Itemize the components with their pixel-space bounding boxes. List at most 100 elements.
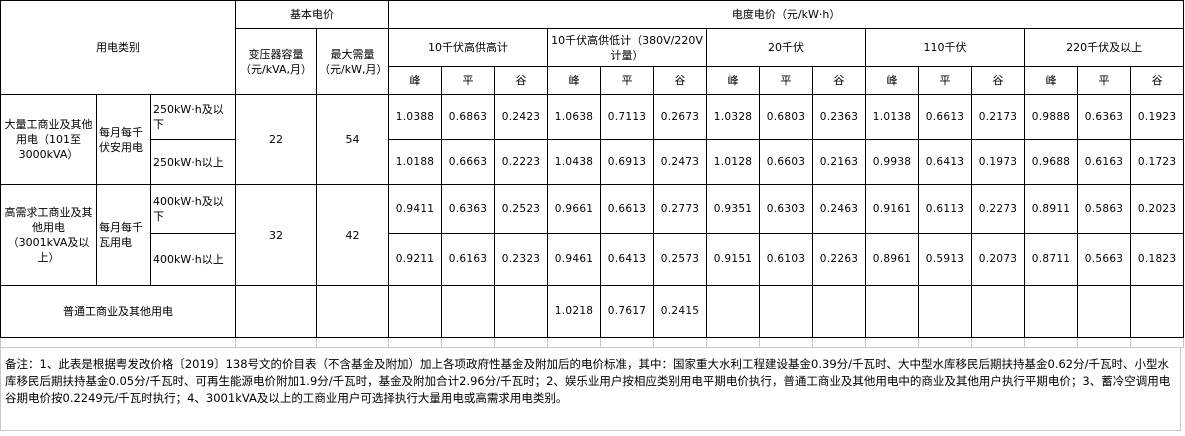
period-header: 平 (1077, 66, 1132, 95)
price-cell: 0.2173 (971, 94, 1026, 140)
empty-cell (235, 337, 318, 348)
price-cell: 0.1923 (1130, 94, 1185, 140)
category-name: 普通工商业及其他用电 (0, 285, 237, 338)
price-cell: 0.2363 (812, 94, 867, 140)
price-cell: 0.6363 (1077, 94, 1132, 140)
table-row: 250kW·h以上 1.0188 0.6663 0.2223 1.0438 0.6913 0… (1, 139, 1185, 185)
price-cell: 0.9661 (547, 184, 602, 234)
price-cell: 0.9688 (1024, 139, 1079, 185)
category-name: 大量工商业及其他用电（101至3000kVA） (0, 94, 97, 185)
price-cell: 0.5863 (1077, 184, 1132, 234)
price-cell: 0.2263 (812, 233, 867, 286)
energy-price-header: 电度电价（元/kW·h） (388, 0, 1185, 29)
price-cell (1130, 285, 1185, 338)
price-cell: 0.1973 (971, 139, 1026, 185)
price-cell (971, 285, 1026, 338)
price-cell: 0.6413 (918, 139, 973, 185)
price-cell: 1.0218 (547, 285, 602, 338)
price-cell: 0.9351 (706, 184, 761, 234)
empty-cell (316, 337, 390, 348)
empty-cell (653, 337, 708, 348)
table-row: 400kW·h以上 0.9211 0.6163 0.2323 0.9461 0.6413 0… (1, 233, 1185, 286)
period-header: 峰 (1024, 66, 1079, 95)
voltage-level-header: 110千伏 (865, 28, 1026, 67)
period-header: 平 (441, 66, 496, 95)
category-unit: 每月每千伏安用电 (96, 94, 151, 185)
price-cell: 0.6603 (759, 139, 814, 185)
empty-cell (600, 337, 655, 348)
price-cell: 0.2473 (653, 139, 708, 185)
price-cell: 0.9411 (388, 184, 443, 234)
price-cell: 0.2773 (653, 184, 708, 234)
empty-cell (1077, 337, 1132, 348)
table-row: 大量工商业及其他用电（101至3000kVA） 每月每千伏安用电 250kW·h及以… (0, 94, 1185, 185)
empty-cell (1024, 337, 1079, 348)
price-cell (918, 285, 973, 338)
price-cell: 0.2273 (971, 184, 1026, 234)
empty-cell (441, 337, 496, 348)
price-cell: 0.6163 (441, 233, 496, 286)
empty-row (0, 337, 1185, 348)
price-cell: 0.6613 (600, 184, 655, 234)
price-cell: 0.2573 (653, 233, 708, 286)
price-cell: 0.9938 (865, 139, 920, 185)
price-cell: 0.6663 (441, 139, 496, 185)
price-cell (812, 285, 867, 338)
price-cell: 0.8911 (1024, 184, 1079, 234)
price-cell: 0.2523 (494, 184, 549, 234)
price-cell: 0.8711 (1024, 233, 1079, 286)
table-row: 高需求工商业及其他用电（3001kVA及以上） 每月每千瓦用电 400kW·h及以下… (0, 184, 1185, 286)
price-cell: 0.2023 (1130, 184, 1185, 234)
period-header: 峰 (865, 66, 920, 95)
footnote: 备注：1、此表是根据粤发改价格〔2019〕138号文的价目表（不含基金及附加）加… (0, 347, 1181, 431)
empty-cell (0, 337, 237, 348)
transformer-capacity-value: 32 (235, 184, 318, 286)
price-cell: 0.2223 (494, 139, 549, 185)
empty-cell (1130, 337, 1185, 348)
price-cell (759, 285, 814, 338)
price-cell: 1.0438 (547, 139, 602, 185)
period-header: 谷 (971, 66, 1026, 95)
price-cell: 0.9151 (706, 233, 761, 286)
price-cell: 0.6413 (600, 233, 655, 286)
price-cell: 0.9161 (865, 184, 920, 234)
table-row-general: 普通工商业及其他用电 1.0218 0.7617 0.2415 (0, 285, 1185, 338)
price-cell: 0.1823 (1130, 233, 1185, 286)
transformer-capacity-value: 22 (235, 94, 318, 185)
period-header: 平 (918, 66, 973, 95)
price-cell: 0.1723 (1130, 139, 1185, 185)
price-cell: 0.9888 (1024, 94, 1079, 140)
price-cell: 0.6613 (918, 94, 973, 140)
consumption-tier: 250kW·h以上 (149, 139, 237, 185)
voltage-level-header: 220千伏及以上 (1024, 28, 1185, 67)
max-demand-value (316, 285, 390, 338)
price-cell: 0.9461 (547, 233, 602, 286)
voltage-level-header: 20千伏 (706, 28, 867, 67)
price-cell: 0.6103 (759, 233, 814, 286)
empty-cell (494, 337, 549, 348)
price-cell: 0.6303 (759, 184, 814, 234)
transformer-capacity-header: 变压器容量（元/kVA,月） (235, 28, 318, 95)
empty-cell (547, 337, 602, 348)
price-cell (441, 285, 496, 338)
price-cell: 0.6163 (1077, 139, 1132, 185)
price-cell: 1.0188 (388, 139, 443, 185)
price-cell: 1.0388 (388, 94, 443, 140)
price-cell (388, 285, 443, 338)
period-header: 峰 (706, 66, 761, 95)
price-cell (865, 285, 920, 338)
empty-cell (706, 337, 761, 348)
price-cell: 0.7113 (600, 94, 655, 140)
period-header: 峰 (547, 66, 602, 95)
period-header: 峰 (388, 66, 443, 95)
period-header: 谷 (812, 66, 867, 95)
empty-cell (918, 337, 973, 348)
electricity-price-table: 用电类别 基本电价 电度电价（元/kW·h） 变压器容量（元/kVA,月） 最大… (0, 0, 1185, 348)
price-cell: 1.0328 (706, 94, 761, 140)
period-header: 谷 (1130, 66, 1185, 95)
price-cell: 0.6363 (441, 184, 496, 234)
basic-price-header: 基本电价 (235, 0, 390, 29)
price-cell (706, 285, 761, 338)
category-unit: 每月每千瓦用电 (96, 184, 151, 286)
period-header: 平 (600, 66, 655, 95)
